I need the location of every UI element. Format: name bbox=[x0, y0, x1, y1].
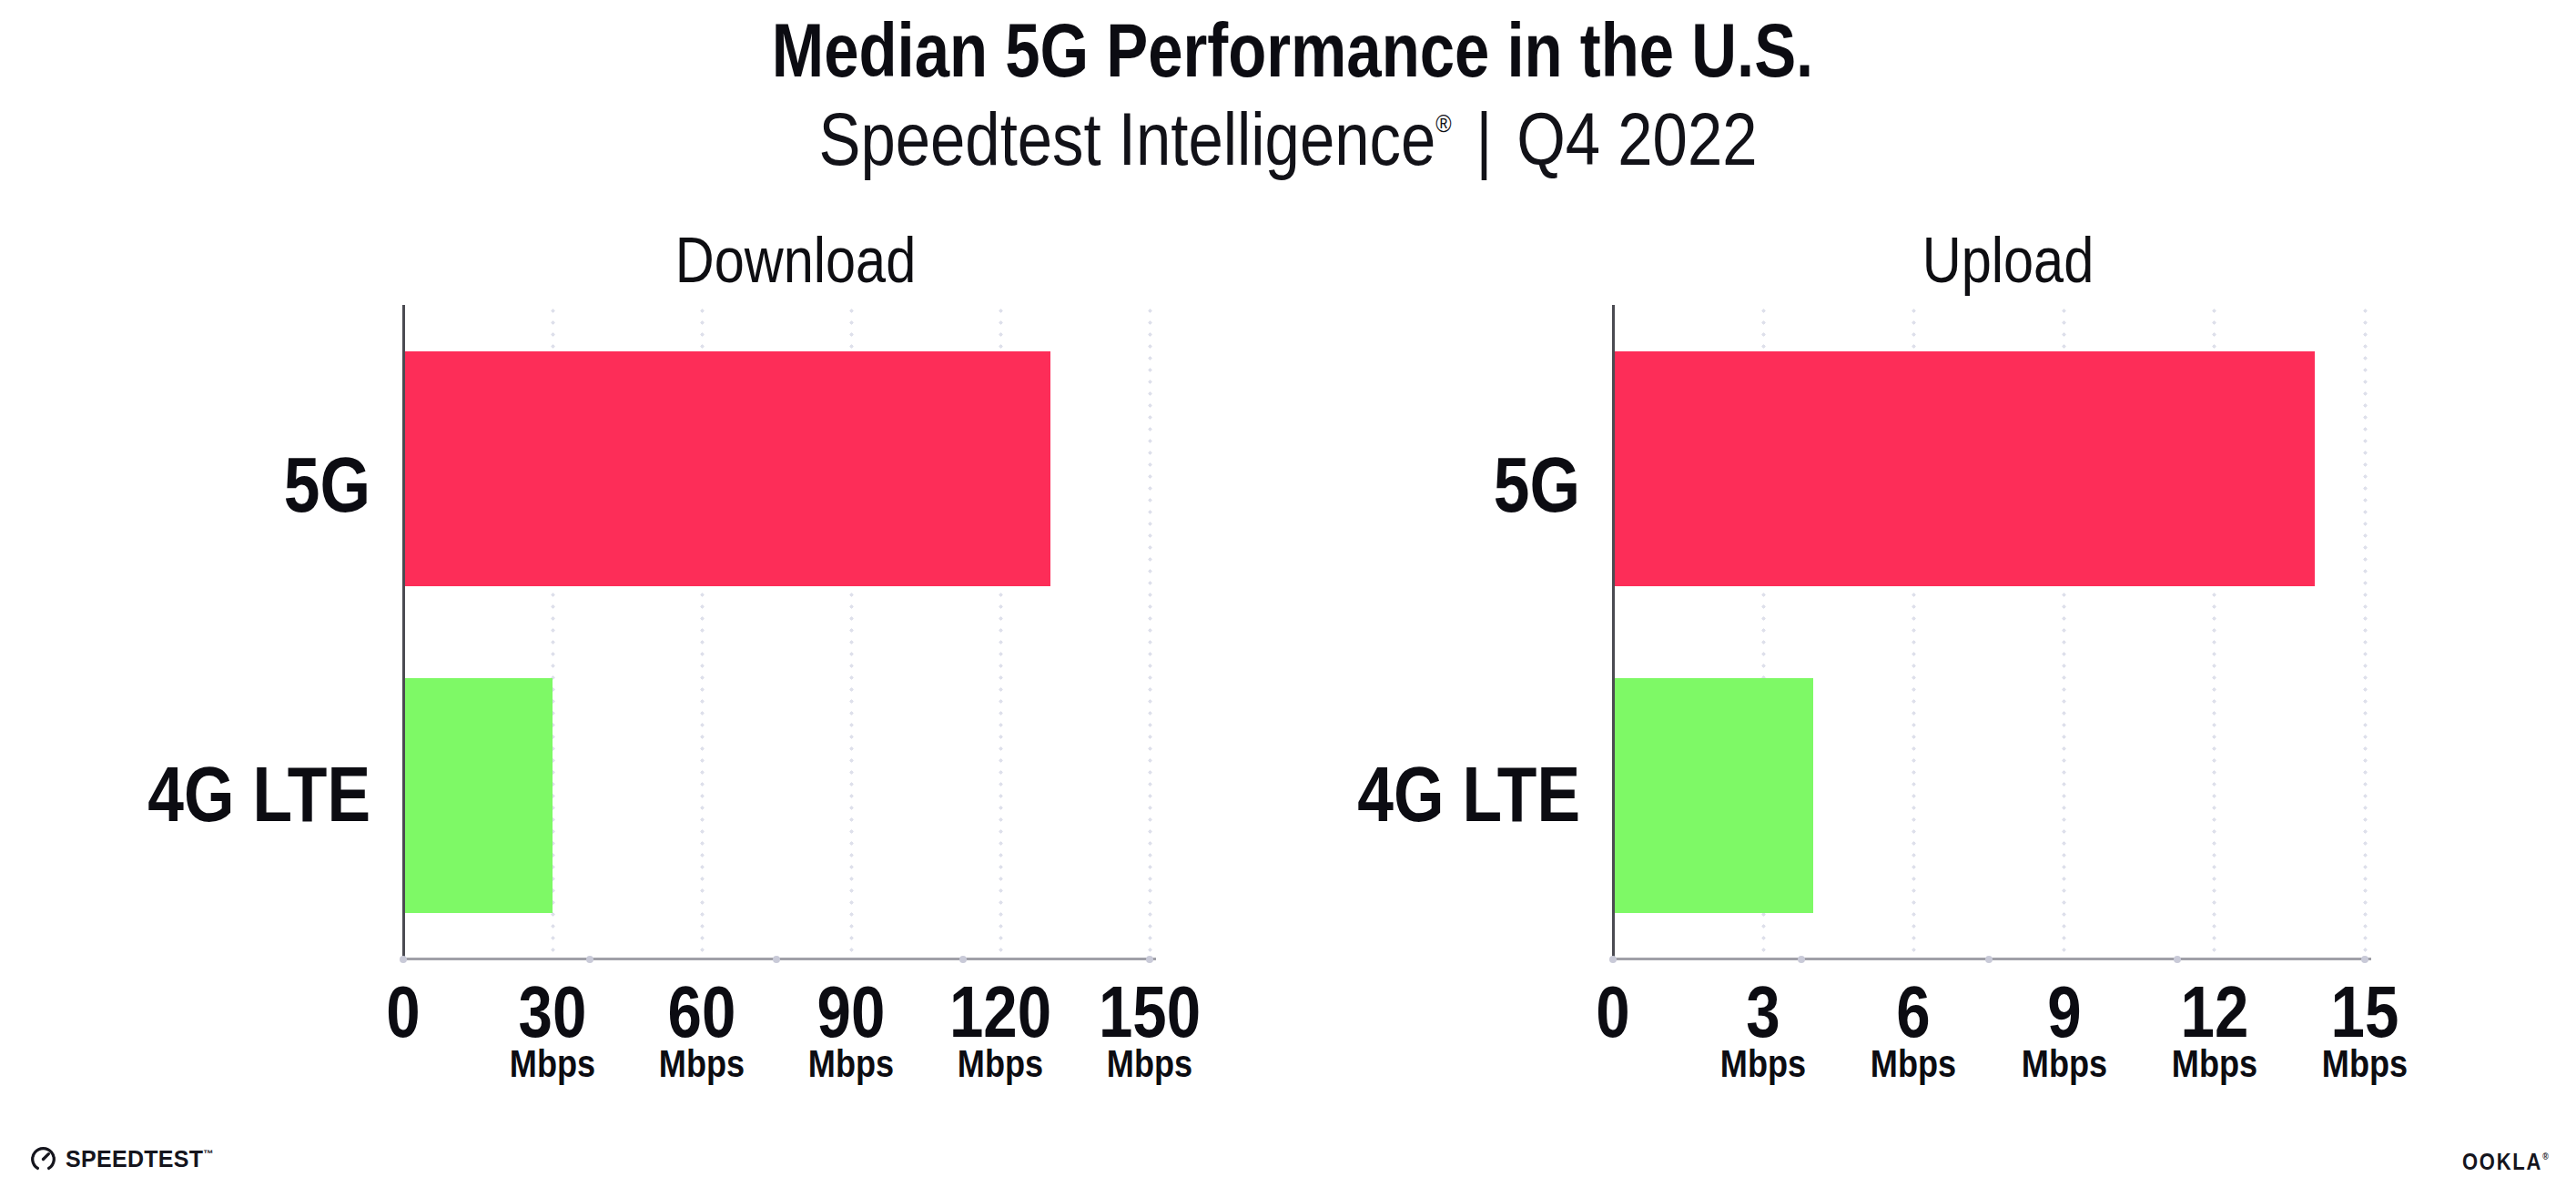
y-category-label: 4G LTE bbox=[110, 756, 370, 833]
speedtest-logo-text: SPEEDTEST™ bbox=[66, 1146, 213, 1172]
upload-chart: Upload 5G4G LTE03Mbps6Mbps9Mbps12Mbps15M… bbox=[1613, 305, 2365, 959]
x-tick-label: 3Mbps bbox=[1720, 976, 1806, 1083]
x-tick-label: 30Mbps bbox=[510, 976, 595, 1083]
y-axis-line bbox=[402, 305, 405, 959]
figure-title: Median 5G Performance in the U.S. bbox=[240, 6, 2345, 95]
bar-4g-lte bbox=[1613, 678, 1813, 913]
axis-tick-dot bbox=[773, 956, 780, 963]
y-category-label: 5G bbox=[1320, 446, 1580, 523]
subtitle-brand: Speedtest Intelligence bbox=[818, 97, 1435, 180]
axis-tick-dot bbox=[586, 956, 593, 963]
axis-tick-dot bbox=[1985, 956, 1993, 963]
bar-5g bbox=[1613, 351, 2315, 586]
axis-tick-dot bbox=[2361, 956, 2368, 963]
upload-chart-title: Upload bbox=[1922, 228, 2094, 292]
subtitle-period: Q4 2022 bbox=[1516, 97, 1757, 180]
x-tick-label: 15Mbps bbox=[2322, 976, 2408, 1083]
speedtest-gauge-icon bbox=[30, 1146, 56, 1172]
download-chart-title: Download bbox=[675, 228, 917, 292]
x-tick-label: 6Mbps bbox=[1871, 976, 1956, 1083]
axis-tick-dot bbox=[1146, 956, 1153, 963]
x-tick-label: 120Mbps bbox=[949, 976, 1051, 1083]
axis-tick-dot bbox=[400, 956, 407, 963]
subtitle-separator: | bbox=[1476, 96, 1492, 182]
axis-tick-dot bbox=[1798, 956, 1805, 963]
y-category-label: 4G LTE bbox=[1320, 756, 1580, 833]
figure: Median 5G Performance in the U.S. Speedt… bbox=[0, 0, 2576, 1197]
gridline bbox=[2363, 305, 2368, 959]
x-tick-label: 12Mbps bbox=[2172, 976, 2257, 1083]
download-chart: Download 5G4G LTE030Mbps60Mbps90Mbps120M… bbox=[403, 305, 1150, 959]
bar-5g bbox=[403, 351, 1050, 586]
axis-tick-dot bbox=[2174, 956, 2181, 963]
registered-mark: ® bbox=[1435, 109, 1451, 137]
y-axis-line bbox=[1612, 305, 1615, 959]
x-tick-label: 90Mbps bbox=[808, 976, 894, 1083]
trademark-mark: ™ bbox=[203, 1148, 213, 1159]
x-tick-label: 0 bbox=[386, 976, 420, 1049]
axis-tick-dot bbox=[959, 956, 967, 963]
axis-tick-dot bbox=[1609, 956, 1617, 963]
x-tick-label: 150Mbps bbox=[1099, 976, 1201, 1083]
x-tick-label: 0 bbox=[1596, 976, 1629, 1049]
figure-subtitle: Speedtest Intelligence® | Q4 2022 bbox=[206, 96, 2369, 182]
y-category-label: 5G bbox=[110, 446, 370, 523]
x-tick-label: 60Mbps bbox=[659, 976, 745, 1083]
ookla-logo-text: OOKLA bbox=[2462, 1149, 2542, 1174]
ookla-logo: OOKLA® bbox=[2462, 1149, 2549, 1175]
speedtest-logo: SPEEDTEST™ bbox=[30, 1146, 213, 1172]
gridline bbox=[1148, 305, 1152, 959]
ookla-registered-mark: ® bbox=[2543, 1151, 2549, 1161]
bar-4g-lte bbox=[403, 678, 553, 913]
x-tick-label: 9Mbps bbox=[2021, 976, 2106, 1083]
